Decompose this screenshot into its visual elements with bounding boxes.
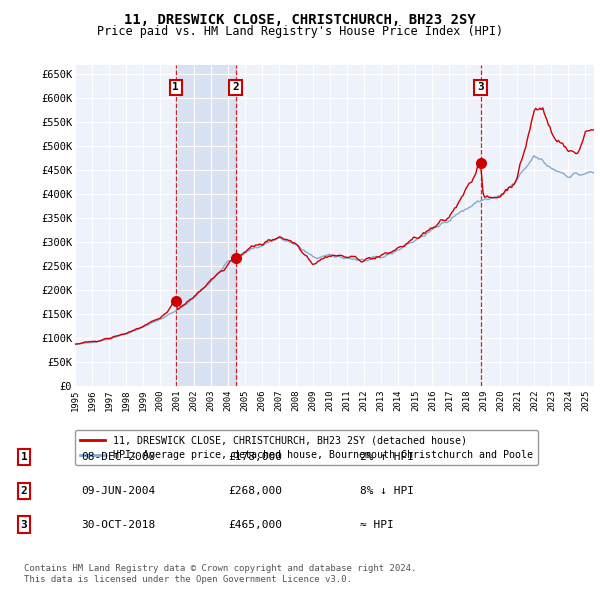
Text: 30-OCT-2018: 30-OCT-2018 — [81, 520, 155, 529]
Bar — [176, 65, 236, 386]
Text: £465,000: £465,000 — [228, 520, 282, 529]
Text: 2% ↑ HPI: 2% ↑ HPI — [360, 453, 414, 462]
Text: 2: 2 — [20, 486, 28, 496]
Text: 2: 2 — [232, 83, 239, 93]
Text: Price paid vs. HM Land Registry's House Price Index (HPI): Price paid vs. HM Land Registry's House … — [97, 25, 503, 38]
Text: This data is licensed under the Open Government Licence v3.0.: This data is licensed under the Open Gov… — [24, 575, 352, 584]
Text: 3: 3 — [20, 520, 28, 529]
Text: 3: 3 — [477, 83, 484, 93]
Text: 8% ↓ HPI: 8% ↓ HPI — [360, 486, 414, 496]
Text: Contains HM Land Registry data © Crown copyright and database right 2024.: Contains HM Land Registry data © Crown c… — [24, 565, 416, 573]
Text: ≈ HPI: ≈ HPI — [360, 520, 394, 529]
Text: 09-JUN-2004: 09-JUN-2004 — [81, 486, 155, 496]
Text: 11, DRESWICK CLOSE, CHRISTCHURCH, BH23 2SY: 11, DRESWICK CLOSE, CHRISTCHURCH, BH23 2… — [124, 13, 476, 27]
Legend: 11, DRESWICK CLOSE, CHRISTCHURCH, BH23 2SY (detached house), HPI: Average price,: 11, DRESWICK CLOSE, CHRISTCHURCH, BH23 2… — [75, 430, 538, 465]
Text: £178,000: £178,000 — [228, 453, 282, 462]
Text: £268,000: £268,000 — [228, 486, 282, 496]
Text: 1: 1 — [20, 453, 28, 462]
Text: 1: 1 — [172, 83, 179, 93]
Text: 08-DEC-2000: 08-DEC-2000 — [81, 453, 155, 462]
